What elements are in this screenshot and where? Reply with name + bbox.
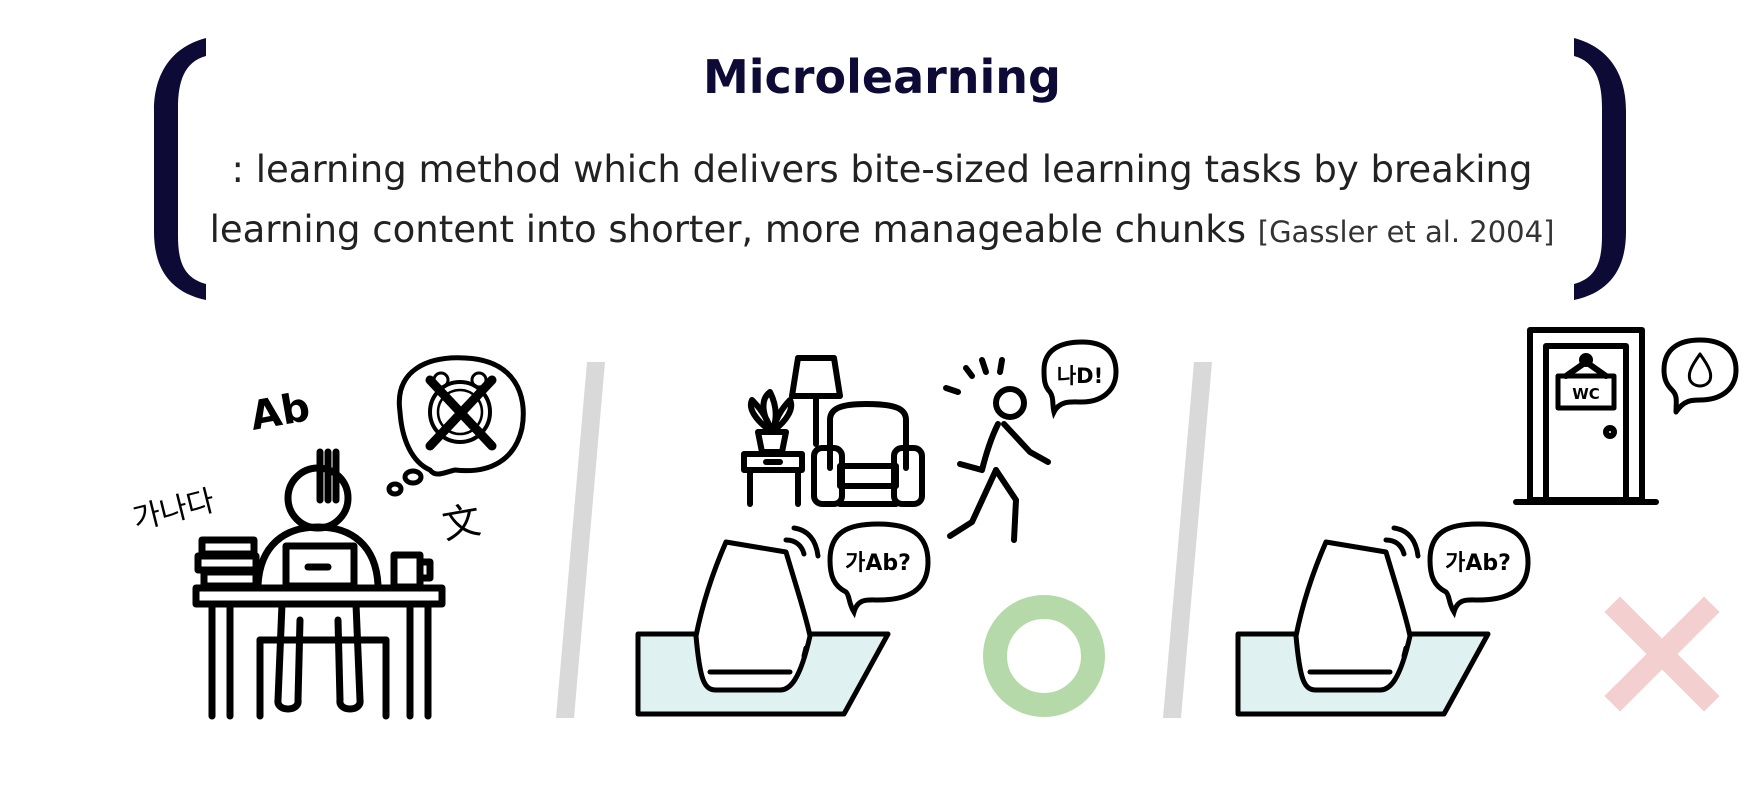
thought-bubble-icon [386,355,526,497]
definition: : learning method which delivers bite-si… [200,140,1564,262]
walking-person-icon [943,357,1051,543]
restroom-door-icon [1513,327,1659,505]
definition-line-2-text: learning content into shorter, more mana… [209,208,1246,251]
door-sign-text: WC [1572,385,1600,403]
speech-bubble-person: 나D! [1041,339,1119,420]
speaker-bubble-text-2: 가Ab? [1445,551,1511,576]
studying-person-icon [192,448,446,720]
definition-line-1: : learning method which delivers bite-si… [231,148,1533,191]
fail-cross-icon [1604,596,1720,712]
citation: [Gassler et al. 2004] [1257,215,1555,249]
person-bubble-text: 나D! [1057,364,1103,388]
water-drop-bubble-icon [1661,337,1739,415]
speech-bubble-speaker-2: 가Ab? [1427,521,1531,619]
success-circle-icon [983,595,1105,717]
living-room-icon [741,355,925,507]
korean-label: 가나다 [129,483,218,537]
right-bracket-icon [1574,38,1626,300]
crossed-alarm-clock-icon [425,371,497,451]
divider-1 [556,362,605,718]
left-bracket-icon [154,38,206,300]
divider-2 [1163,362,1212,718]
smart-speaker-icon-1 [635,525,891,717]
page-title: Microlearning [703,50,1061,104]
ab-label: Ab [247,384,314,440]
hanja-label: 文 [439,498,484,548]
speaker-bubble-text-1: 가Ab? [845,551,911,576]
definition-line-2: learning content into shorter, more mana… [200,200,1564,262]
smart-speaker-icon-2 [1235,525,1491,717]
speech-bubble-speaker-1: 가Ab? [827,521,931,619]
